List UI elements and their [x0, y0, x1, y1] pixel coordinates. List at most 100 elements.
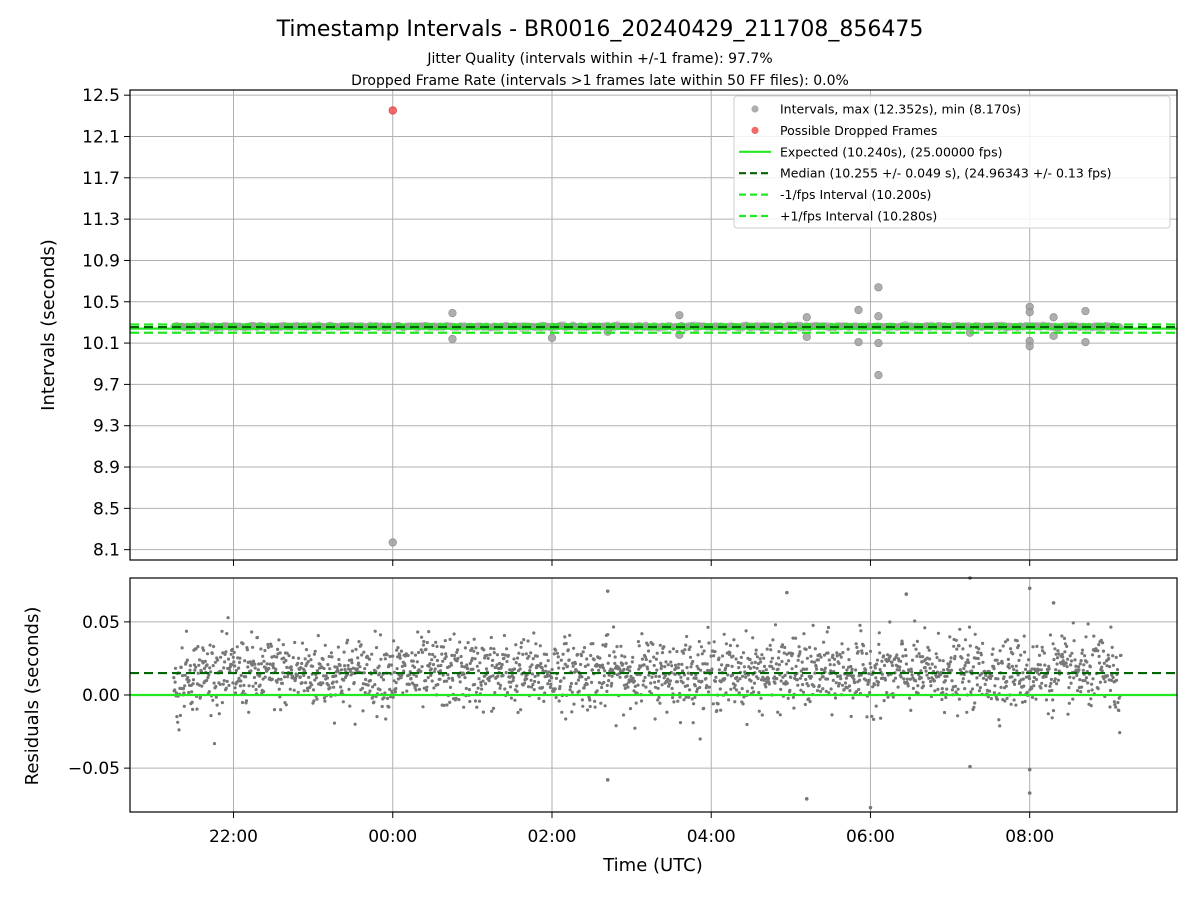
residual-point: [360, 653, 364, 657]
residual-point: [414, 688, 418, 692]
residual-point: [1072, 676, 1076, 680]
residual-point: [753, 660, 757, 665]
residual-point: [655, 668, 659, 672]
residual-point: [1096, 687, 1100, 691]
residual-outlier-point: [968, 764, 972, 769]
residual-point: [384, 717, 388, 721]
residual-point: [912, 643, 916, 647]
residual-point: [737, 666, 741, 670]
residual-point: [653, 717, 657, 721]
residual-point: [958, 627, 962, 631]
residual-point: [941, 659, 945, 663]
residual-point: [733, 683, 737, 687]
residual-point: [420, 665, 424, 669]
residual-point: [653, 685, 658, 689]
residual-point: [671, 696, 675, 700]
residual-point: [216, 658, 220, 662]
residual-point: [687, 695, 691, 699]
residual-point: [992, 691, 997, 695]
residual-point: [243, 659, 247, 663]
residual-point: [214, 684, 218, 689]
residual-point: [436, 682, 440, 687]
residual-point: [850, 667, 854, 671]
residual-point: [861, 663, 865, 667]
residual-point: [255, 635, 259, 640]
residual-point: [391, 654, 395, 658]
residual-point: [909, 708, 913, 713]
residual-point: [261, 677, 265, 681]
residual-point: [902, 677, 906, 681]
residual-point: [973, 701, 977, 705]
residual-point: [202, 666, 206, 671]
residual-point: [272, 654, 276, 659]
residual-point: [887, 658, 891, 663]
residual-point: [444, 655, 448, 659]
residual-point: [429, 667, 433, 671]
residual-point: [329, 651, 333, 655]
residual-point: [176, 720, 180, 724]
residual-point: [208, 643, 212, 647]
residual-point: [496, 674, 500, 678]
residual-point: [570, 710, 574, 714]
residual-point: [522, 638, 526, 642]
residual-point: [938, 658, 942, 663]
residual-point: [337, 657, 341, 662]
residual-point: [860, 651, 864, 655]
residual-point: [515, 684, 519, 688]
residual-point: [424, 688, 429, 692]
residual-point: [607, 654, 612, 658]
residual-point: [669, 660, 673, 664]
residual-point: [879, 716, 883, 720]
residual-point: [420, 650, 425, 655]
residual-point: [821, 675, 825, 679]
residual-point: [956, 687, 960, 691]
residual-point: [745, 689, 750, 694]
residual-point: [1003, 699, 1007, 703]
residual-point: [521, 652, 525, 657]
residual-point: [872, 683, 877, 687]
residual-point: [365, 663, 369, 667]
residual-point: [579, 662, 583, 667]
residual-point: [843, 681, 848, 685]
residual-point: [746, 673, 750, 677]
residual-point: [526, 639, 530, 643]
residual-point: [421, 705, 425, 709]
residual-point: [237, 666, 241, 670]
residual-point: [456, 648, 460, 652]
residual-point: [633, 684, 637, 689]
residual-point: [742, 665, 747, 669]
residual-point: [518, 663, 522, 667]
residual-point: [241, 642, 245, 646]
residual-point: [581, 704, 585, 708]
dropped-frame-point: [388, 106, 397, 115]
residual-point: [1007, 666, 1011, 670]
residual-point: [258, 674, 262, 678]
residual-point: [425, 640, 429, 645]
residual-point: [402, 669, 406, 673]
y-tick-label: 9.3: [93, 417, 120, 437]
residual-point: [537, 680, 541, 685]
residual-point: [539, 661, 543, 666]
residual-point: [325, 676, 330, 680]
residual-point: [942, 668, 946, 672]
residual-point: [540, 685, 545, 690]
interval-outlier-point: [1025, 307, 1034, 317]
residual-point: [532, 631, 536, 635]
legend-label: Intervals, max (12.352s), min (8.170s): [780, 102, 1021, 117]
residual-point: [443, 639, 447, 643]
residual-point: [417, 650, 421, 655]
residual-point: [568, 688, 572, 692]
residual-point: [192, 663, 196, 667]
residual-point: [361, 709, 365, 713]
residual-point: [559, 679, 563, 683]
residual-point: [1053, 647, 1057, 651]
residual-point: [1084, 635, 1088, 639]
residual-point: [377, 664, 381, 668]
residual-point: [542, 699, 546, 704]
residual-point: [514, 643, 518, 647]
residual-point: [428, 662, 432, 666]
residual-point: [1027, 658, 1031, 662]
residual-point: [1110, 645, 1114, 650]
residual-point: [1096, 649, 1100, 653]
residual-point: [759, 696, 763, 700]
